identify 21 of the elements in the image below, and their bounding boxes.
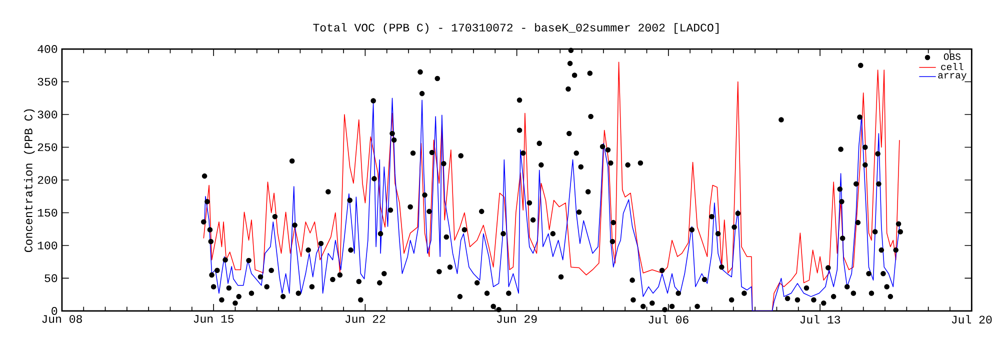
y-tick-label: 100 <box>38 242 58 250</box>
y-tick-label: 300 <box>38 110 58 118</box>
x-tick-label: Jun 22 <box>345 315 386 323</box>
y-tick-label: 150 <box>38 208 58 217</box>
x-tick-label: Jun 15 <box>194 315 234 323</box>
y-tick-label: 400 <box>38 45 58 53</box>
y-tick-label: 50 <box>44 274 58 282</box>
y-tick-label: 200 <box>38 176 58 184</box>
x-tick-label: Jul 20 <box>952 315 992 324</box>
x-tick-label: Jul 06 <box>648 315 688 324</box>
legend-label: OBS <box>944 53 960 60</box>
y-tick-label: 350 <box>38 78 58 86</box>
x-tick-label: Jun 08 <box>42 315 82 323</box>
legend-label: array <box>938 73 966 80</box>
y-axis-title: Concentration (PPB C) <box>24 109 35 252</box>
x-tick-label: Jun 29 <box>497 315 537 323</box>
y-tick-label: 250 <box>38 143 58 152</box>
x-tick-label: Jul 13 <box>800 315 840 324</box>
y-tick-label: 0 <box>52 307 58 315</box>
legend-label: cell <box>941 63 964 70</box>
chart-title: Total VOC (PPB C) - 170310072 - baseK_02summer 2002 [LADCO] <box>313 23 718 34</box>
